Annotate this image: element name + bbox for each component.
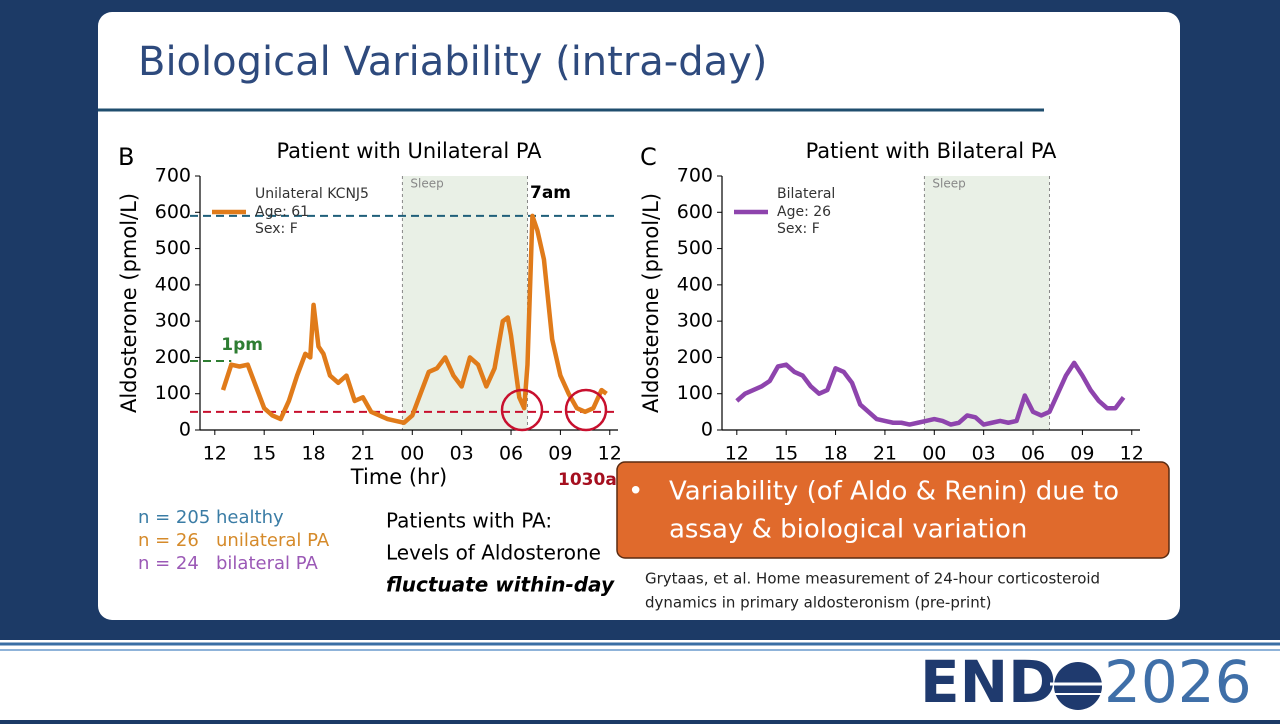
- y-tick-label: 100: [677, 382, 713, 404]
- y-tick-label: 600: [677, 201, 713, 223]
- panel-label: C: [640, 143, 657, 171]
- legend-label: Bilateral: [777, 186, 835, 202]
- summary-emphasis: fluctuate within-day: [386, 573, 615, 597]
- legend-detail: Sex: F: [255, 221, 298, 237]
- x-tick-label: 18: [301, 443, 325, 465]
- summary: Patients with PA:: [386, 509, 552, 533]
- x-tick-label: 15: [252, 443, 276, 465]
- callout-text: assay & biological variation: [669, 515, 1027, 545]
- cohort: n = 205 healthy: [138, 507, 284, 528]
- x-axis-label: Time (hr): [350, 465, 447, 489]
- y-tick-label: 700: [677, 165, 713, 187]
- x-tick-label: 09: [1070, 443, 1094, 465]
- y-tick-label: 200: [155, 346, 191, 368]
- logo-text: 2026: [1104, 648, 1252, 716]
- x-tick-label: 12: [1120, 443, 1144, 465]
- x-tick-label: 00: [922, 443, 946, 465]
- legend-detail: Sex: F: [777, 221, 820, 237]
- y-axis-label: Aldosterone (pmol/L): [117, 193, 141, 413]
- x-tick-label: 06: [499, 443, 523, 465]
- x-tick-label: 09: [548, 443, 572, 465]
- chart-title: Patient with Bilateral PA: [806, 139, 1057, 163]
- slide-title: Biological Variability (intra-day): [138, 39, 767, 85]
- x-tick-label: 21: [873, 443, 897, 465]
- y-tick-label: 0: [701, 419, 713, 441]
- x-tick-label: 03: [972, 443, 996, 465]
- panel-label: B: [118, 143, 134, 171]
- callout-box: [616, 461, 1170, 559]
- y-tick-label: 700: [155, 165, 191, 187]
- cohort: n = 26 unilateral PA: [138, 530, 330, 551]
- highlight-circle: [564, 388, 608, 432]
- logo-text: END: [920, 648, 1056, 716]
- citation: Grytaas, et al. Home measurement of 24-h…: [645, 570, 1100, 588]
- x-tick-label: 15: [774, 443, 798, 465]
- sleep-label: Sleep: [410, 177, 443, 191]
- y-tick-label: 0: [179, 419, 191, 441]
- x-tick-label: 06: [1021, 443, 1045, 465]
- legend-detail: Age: 26: [777, 204, 831, 220]
- x-tick-label: 12: [203, 443, 227, 465]
- sleep-span: [924, 176, 1050, 430]
- y-tick-label: 100: [155, 382, 191, 404]
- y-tick-label: 500: [677, 237, 713, 259]
- cohort: n = 24 bilateral PA: [138, 553, 318, 574]
- y-tick-label: 600: [155, 201, 191, 223]
- logo-globe: [1050, 662, 1108, 710]
- y-tick-label: 500: [155, 237, 191, 259]
- highlight-circle: [500, 388, 544, 432]
- bullet: •: [628, 477, 643, 507]
- y-tick-label: 400: [677, 273, 713, 295]
- annotation: 7am: [530, 183, 571, 203]
- x-tick-label: 12: [598, 443, 622, 465]
- reference-label: 1pm: [221, 335, 263, 355]
- callout-text: Variability (of Aldo & Renin) due to: [669, 477, 1119, 507]
- citation: dynamics in primary aldosteronism (pre-p…: [645, 594, 991, 612]
- series-line: [735, 360, 1126, 427]
- series-line: [220, 213, 608, 425]
- legend-label: Unilateral KCNJ5: [255, 186, 369, 202]
- y-tick-label: 300: [677, 310, 713, 332]
- legend-detail: Age: 61: [255, 204, 309, 220]
- y-tick-label: 400: [155, 273, 191, 295]
- summary: Levels of Aldosterone: [386, 541, 601, 565]
- chart-title: Patient with Unilateral PA: [276, 139, 542, 163]
- callout: • Variability (of Aldo & Renin) due to a…: [616, 461, 1170, 559]
- sleep-label: Sleep: [932, 177, 965, 191]
- annotation: 1030a: [558, 470, 617, 490]
- x-tick-label: 12: [725, 443, 749, 465]
- x-tick-label: 03: [450, 443, 474, 465]
- x-tick-label: 00: [400, 443, 424, 465]
- y-tick-label: 300: [155, 310, 191, 332]
- y-tick-label: 200: [677, 346, 713, 368]
- y-axis-label: Aldosterone (pmol/L): [639, 193, 663, 413]
- x-tick-label: 21: [351, 443, 375, 465]
- globe: [1054, 662, 1102, 710]
- x-tick-label: 18: [823, 443, 847, 465]
